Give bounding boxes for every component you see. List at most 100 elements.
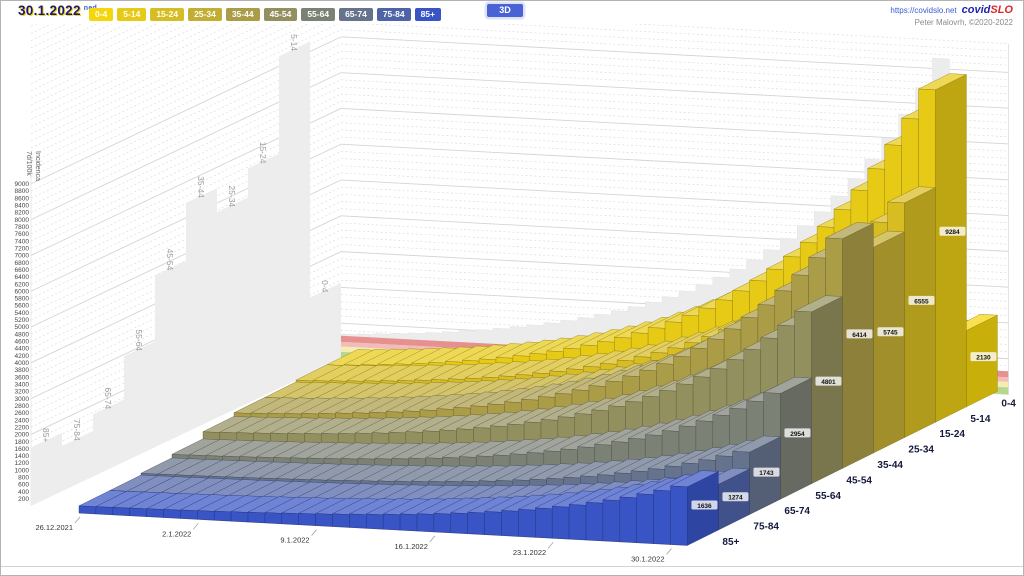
y-tick-label: 5200: [15, 317, 30, 324]
y-tick-label: 4400: [15, 346, 30, 353]
y-tick-label: 5600: [15, 303, 30, 310]
y-tick-label: 6600: [15, 267, 30, 274]
value-chip-bg: [939, 226, 966, 236]
wall-projection-15-24: [248, 153, 279, 404]
plot-area: 0-4 5-14 15-24 25-34 35-44 45-54 55-64 65-74 75-…: [15, 24, 1016, 564]
value-label-25-34: 5745: [883, 330, 898, 337]
row-age-label-25-34: 25-34: [908, 445, 934, 456]
value-chip-bg: [784, 428, 811, 438]
wall-projection-45-54: [155, 260, 186, 448]
row-age-label-55-64: 55-64: [815, 491, 841, 502]
x-tick-label: 23.1.2022: [513, 548, 546, 557]
value-label-5-14: 9284: [945, 229, 960, 236]
wall-age-label-25-34: 25-34: [227, 185, 237, 207]
wall-age-label-55-64: 55-64: [134, 329, 144, 351]
y-tick-label: 1200: [15, 460, 30, 467]
x-tick-label: 16.1.2022: [395, 542, 428, 551]
y-axis-title-units: 7d/100k: [25, 151, 32, 176]
credit-line: Peter Malovrh, ©2020-2022: [914, 18, 1013, 27]
wall-projection-65-74: [93, 399, 124, 477]
value-chip-bg: [877, 327, 904, 337]
value-label-55-64: 2954: [790, 431, 805, 438]
age-button-5-14[interactable]: 5-14: [117, 8, 147, 21]
y-tick-label: 3200: [15, 389, 30, 396]
x-tick-label: 26.12.2021: [35, 523, 73, 532]
columns-row-85+: [78, 470, 720, 546]
y-tick-label: 8800: [15, 188, 30, 195]
y-tick-label: 2600: [15, 410, 30, 417]
wall-age-label-75-84: 75-84: [72, 419, 82, 441]
y-tick-label: 6200: [15, 281, 30, 288]
age-button-45-54[interactable]: 45-54: [263, 8, 298, 21]
y-tick-label: 1400: [15, 453, 30, 460]
row-age-label-85+: 85+: [722, 537, 739, 548]
y-tick-label: 8600: [15, 195, 30, 202]
age-button-25-34[interactable]: 25-34: [188, 8, 222, 21]
row-age-label-15-24: 15-24: [939, 429, 965, 440]
row-age-label-45-54: 45-54: [846, 475, 872, 486]
y-tick-label: 3800: [15, 367, 30, 374]
site-link[interactable]: https://covidslo.net: [890, 6, 957, 15]
y-tick-label: 8400: [15, 203, 30, 210]
wall-projection-25-34: [217, 197, 248, 418]
row-end-labels: 2130 0-4 9284 5-14 6555 15-24 5745 25-34 6414 35-…: [691, 226, 1016, 548]
y-tick-label: 7000: [15, 253, 30, 260]
y-tick-label: 5400: [15, 310, 30, 317]
y-tick-label: 2800: [15, 403, 30, 410]
y-tick-label: 200: [18, 496, 29, 503]
current-date: 30.1.2022ned: [18, 3, 97, 18]
wall-age-label-15-24: 15-24: [258, 142, 268, 164]
y-tick-label: 8200: [15, 210, 30, 217]
age-button-75-84[interactable]: 75-84: [376, 8, 411, 21]
date-text: 30.1.2022: [18, 3, 81, 18]
y-tick-label: 5000: [15, 324, 30, 331]
age-button-65-74[interactable]: 65-74: [339, 8, 373, 21]
value-label-45-54: 4801: [821, 379, 836, 386]
wall-projection-55-64: [124, 341, 155, 462]
wall-projection-85+: [31, 432, 62, 506]
wall-age-label-5-14: 5-14: [289, 34, 299, 51]
age-button-0-4[interactable]: 0-4: [89, 8, 114, 21]
value-chip-bg: [722, 492, 749, 502]
y-axis-title: Incidenca: [34, 151, 41, 181]
wall-projection-0-4: [310, 282, 341, 374]
age-button-55-64[interactable]: 55-64: [301, 8, 336, 21]
y-tick-label: 2000: [15, 432, 30, 439]
wall-age-label-45-54: 45-54: [165, 249, 175, 271]
mode-3d-button[interactable]: 3D: [487, 4, 523, 17]
age-button-35-44[interactable]: 35-44: [225, 8, 260, 21]
x-tick-label: 30.1.2022: [631, 555, 664, 564]
value-chip-bg: [691, 500, 718, 510]
columns: [78, 73, 999, 546]
row-age-label-65-74: 65-74: [784, 506, 810, 517]
y-tick-label: 3000: [15, 396, 30, 403]
y-tick-label: 3600: [15, 374, 30, 381]
age-button-15-24[interactable]: 15-24: [150, 8, 185, 21]
y-tick-label: 1800: [15, 439, 30, 446]
bottom-separator: [1, 566, 1023, 567]
row-age-label-5-14: 5-14: [970, 414, 990, 425]
value-label-85+: 1636: [697, 503, 712, 510]
y-tick-label: 4800: [15, 331, 30, 338]
y-tick-label: 3400: [15, 381, 30, 388]
value-chip-bg: [815, 376, 842, 386]
y-tick-label: 400: [18, 489, 29, 496]
age-filter-buttons: 0-4 5-14 15-24 25-34 35-44 45-54 55-64 65-74 75-…: [89, 4, 445, 22]
site-credit-block: https://covidslo.net covidSLO Peter Malov…: [890, 4, 1013, 28]
age-button-85+[interactable]: 85+: [414, 8, 441, 21]
wall-age-label-0-4: 0-4: [320, 280, 330, 293]
row-age-label-35-44: 35-44: [877, 460, 903, 471]
value-chip-bg: [753, 467, 780, 477]
brand-slo: SLO: [990, 4, 1013, 16]
wall-projection-75-84: [62, 430, 93, 492]
value-label-65-74: 1743: [759, 470, 774, 477]
y-tick-label: 4200: [15, 353, 30, 360]
y-tick-label: 2200: [15, 424, 30, 431]
y-tick-label: 1600: [15, 446, 30, 453]
y-tick-label: 600: [18, 482, 29, 489]
y-tick-label: 8000: [15, 217, 30, 224]
y-tick-label: 800: [18, 475, 29, 482]
wall-projection-35-44: [186, 188, 217, 433]
